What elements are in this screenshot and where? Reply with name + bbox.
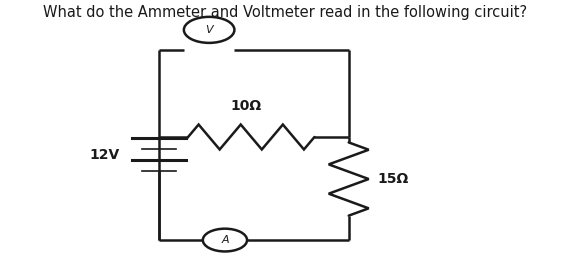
Text: 12V: 12V: [90, 148, 119, 162]
Circle shape: [203, 229, 247, 252]
Text: What do the Ammeter and Voltmeter read in the following circuit?: What do the Ammeter and Voltmeter read i…: [43, 5, 528, 21]
Text: 15Ω: 15Ω: [377, 172, 409, 186]
Text: A: A: [221, 235, 229, 245]
Text: 10Ω: 10Ω: [231, 99, 262, 113]
Circle shape: [184, 17, 235, 43]
Text: V: V: [206, 25, 213, 35]
